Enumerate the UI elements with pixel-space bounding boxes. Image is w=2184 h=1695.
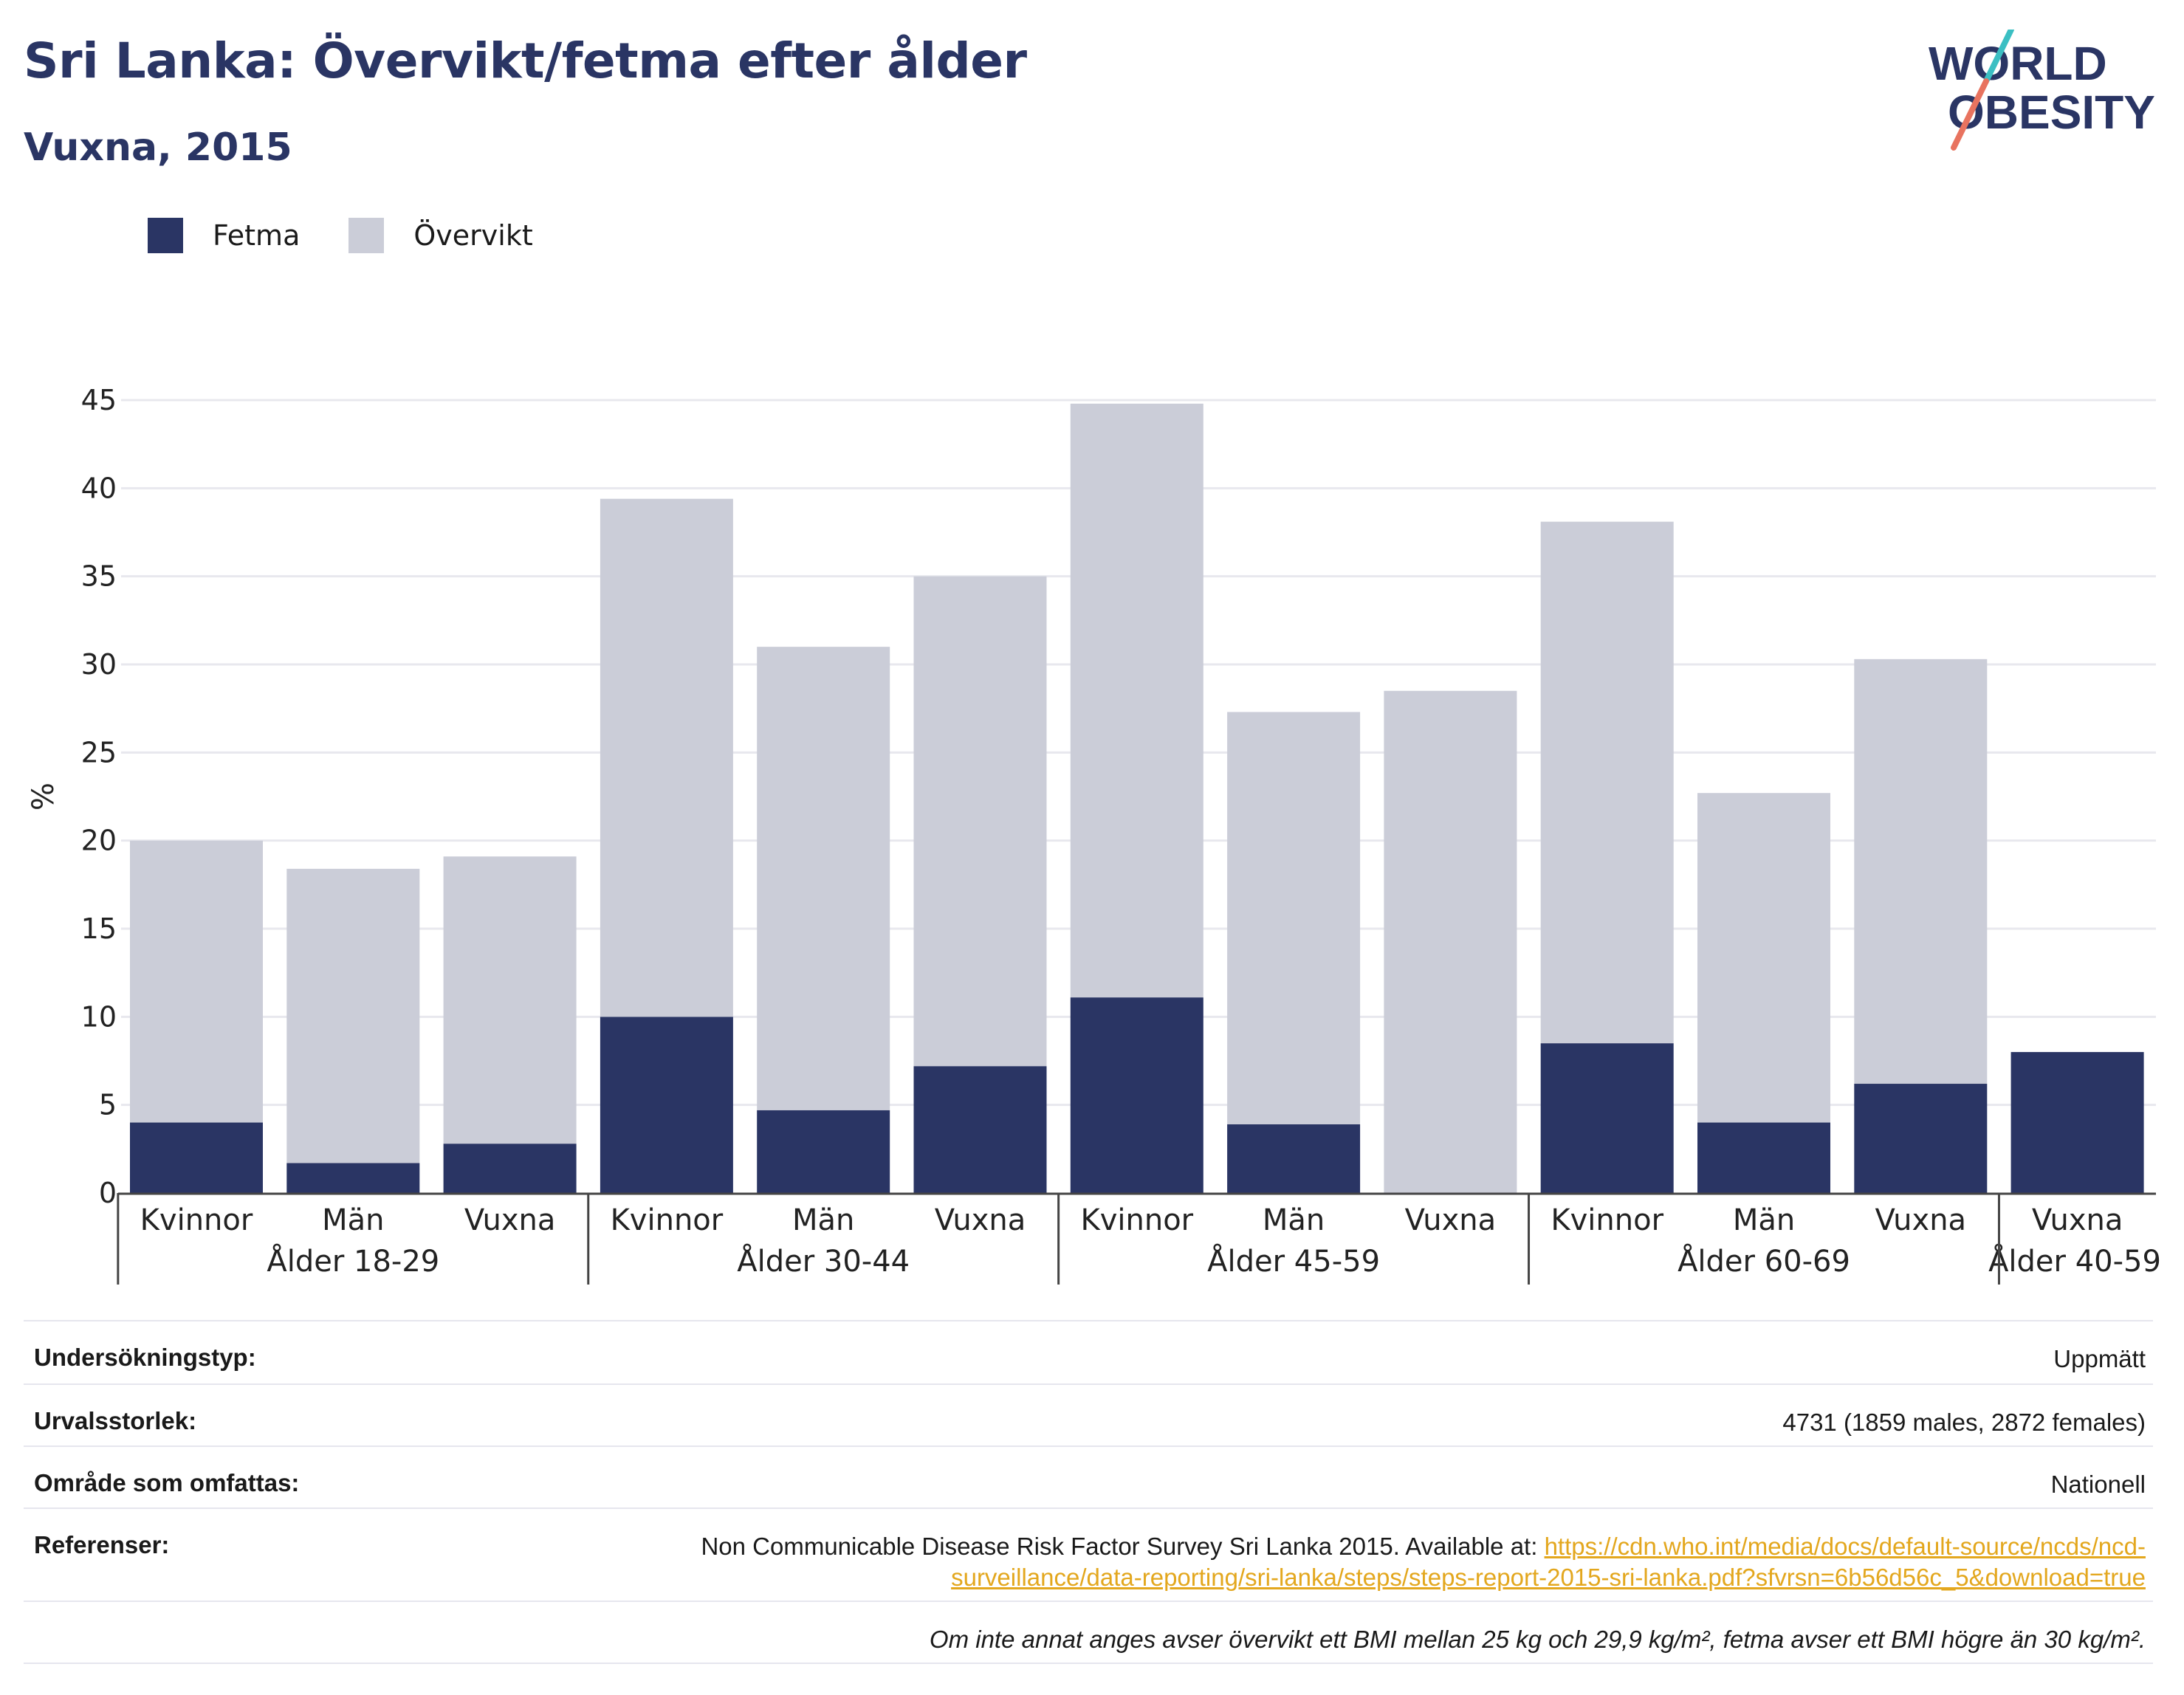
references-link[interactable]: https://cdn.who.int/media/docs/default-s… xyxy=(951,1533,2146,1591)
legend-item-fetma: Fetma xyxy=(148,218,300,253)
info-label-survey-type: Undersökningstyp: xyxy=(34,1344,256,1371)
info-row-references: Referenser: Non Communicable Disease Ris… xyxy=(24,1507,2153,1601)
x-tick-label: Män xyxy=(322,1203,384,1237)
legend-item-overvikt: Övervikt xyxy=(348,218,533,253)
x-group-label: Ålder 18-29 xyxy=(267,1243,439,1279)
bar-overvikt xyxy=(1384,690,1517,1193)
x-tick-label: Kvinnor xyxy=(611,1203,724,1237)
info-label-coverage: Område som omfattas: xyxy=(34,1469,300,1496)
bar-fetma xyxy=(1070,997,1203,1193)
bar-fetma xyxy=(1854,1084,1988,1193)
x-tick-label: Kvinnor xyxy=(140,1203,253,1237)
y-tick-label: 45 xyxy=(81,384,117,416)
bmi-definition-note: Om inte annat anges avser övervikt ett B… xyxy=(929,1626,2146,1653)
info-value-references: Non Communicable Disease Risk Factor Sur… xyxy=(521,1531,2146,1593)
references-text: Non Communicable Disease Risk Factor Sur… xyxy=(701,1533,1545,1560)
x-tick-label: Vuxna xyxy=(1875,1203,1967,1237)
y-tick-label: 35 xyxy=(81,560,117,593)
y-tick-label: 40 xyxy=(81,472,117,504)
logo-slash-coral xyxy=(1951,78,1989,151)
chart-subtitle: Vuxna, 2015 xyxy=(24,126,292,170)
bar-fetma xyxy=(1227,1124,1361,1193)
bar-fetma xyxy=(913,1066,1047,1193)
y-tick-label: 25 xyxy=(81,736,117,769)
chart-legend: Fetma Övervikt xyxy=(148,218,582,253)
bar-overvikt xyxy=(286,868,420,1163)
bar-overvikt xyxy=(443,856,577,1144)
logo-slash-teal xyxy=(1983,30,2014,84)
x-group-label: Ålder 60-69 xyxy=(1678,1243,1850,1279)
info-row-survey-type: Undersökningstyp: Uppmätt xyxy=(24,1320,2153,1383)
legend-label-overvikt: Övervikt xyxy=(413,219,533,252)
info-row-coverage: Område som omfattas: Nationell xyxy=(24,1445,2153,1507)
bar-overvikt xyxy=(757,647,890,1110)
x-tick-label: Män xyxy=(792,1203,854,1237)
info-value-coverage: Nationell xyxy=(2050,1471,2146,1498)
bar-overvikt xyxy=(1854,659,1988,1084)
x-tick-label: Vuxna xyxy=(464,1203,556,1237)
x-group-label: Ålder 45-59 xyxy=(1207,1243,1380,1279)
legend-label-fetma: Fetma xyxy=(213,219,301,252)
bar-fetma xyxy=(1697,1122,1830,1193)
x-group-label: Ålder 30-44 xyxy=(737,1243,910,1279)
bar-fetma xyxy=(2010,1052,2144,1193)
logo-line-1: WORLD xyxy=(1929,37,2107,90)
bar-fetma xyxy=(130,1122,263,1193)
bar-overvikt xyxy=(1070,403,1203,998)
x-tick-label: Vuxna xyxy=(1405,1203,1497,1237)
bar-fetma xyxy=(757,1110,890,1193)
bar-overvikt xyxy=(1227,712,1361,1124)
x-tick-label: Vuxna xyxy=(2032,1203,2123,1237)
x-tick-label: Kvinnor xyxy=(1551,1203,1663,1237)
bar-fetma xyxy=(443,1144,577,1193)
legend-swatch-fetma xyxy=(148,218,183,253)
chart-title: Sri Lanka: Övervikt/fetma efter ålder xyxy=(24,32,1027,89)
y-tick-label: 20 xyxy=(81,825,117,857)
info-value-survey-type: Uppmätt xyxy=(2053,1345,2146,1372)
survey-info-table: Undersökningstyp: Uppmätt Urvalsstorlek:… xyxy=(24,1320,2153,1664)
y-tick-label: 10 xyxy=(81,1000,117,1033)
y-tick-label: 5 xyxy=(99,1089,117,1121)
bar-overvikt xyxy=(1697,793,1830,1123)
x-tick-label: Män xyxy=(1263,1203,1325,1237)
info-label-references: Referenser: xyxy=(34,1531,170,1558)
bar-overvikt xyxy=(130,840,263,1123)
info-row-note: Om inte annat anges avser övervikt ett B… xyxy=(24,1601,2153,1664)
info-value-sample-size: 4731 (1859 males, 2872 females) xyxy=(1782,1409,2146,1436)
x-tick-label: Män xyxy=(1733,1203,1795,1237)
y-tick-label: 15 xyxy=(81,912,117,945)
bar-overvikt xyxy=(1540,521,1674,1044)
stacked-bar-chart: 0 5 10 15 20 25 30 35 40 45% Kvinnor Män Vuxna Kvinno… xyxy=(27,384,2161,1285)
y-tick-label: 0 xyxy=(99,1177,117,1209)
bar-overvikt xyxy=(600,498,733,1017)
bar-fetma xyxy=(286,1163,420,1193)
x-tick-label: Vuxna xyxy=(935,1203,1026,1237)
bar-overvikt xyxy=(913,576,1047,1067)
bar-fetma xyxy=(1540,1043,1674,1193)
y-axis-label: % xyxy=(27,783,61,811)
x-group-label: Ålder 40-59 xyxy=(1988,1243,2161,1279)
legend-swatch-overvikt xyxy=(348,218,385,253)
x-tick-label: Kvinnor xyxy=(1080,1203,1193,1237)
info-row-sample-size: Urvalsstorlek: 4731 (1859 males, 2872 fe… xyxy=(24,1383,2153,1445)
info-label-sample-size: Urvalsstorlek: xyxy=(34,1407,197,1434)
y-tick-label: 30 xyxy=(81,648,117,681)
world-obesity-logo: WORLD OBESITY xyxy=(1929,30,2155,151)
bar-fetma xyxy=(600,1017,733,1193)
